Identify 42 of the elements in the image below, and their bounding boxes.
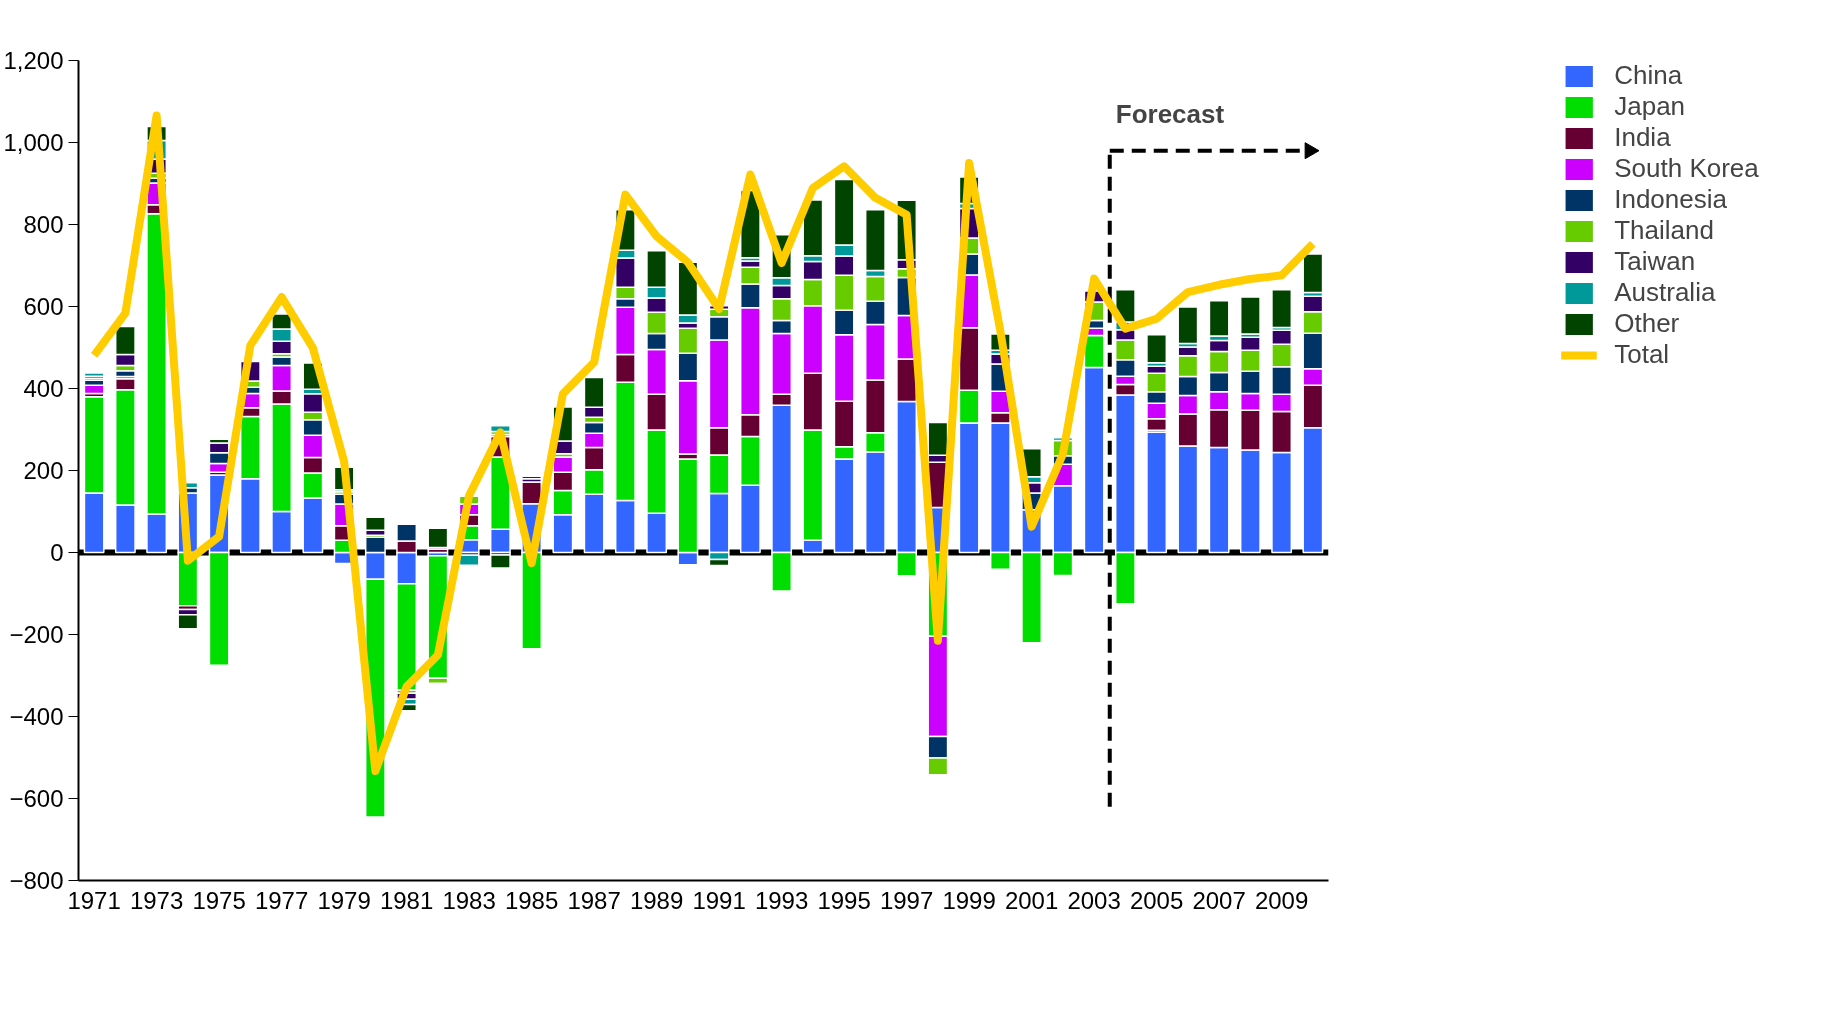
y-tick-label: 0	[50, 539, 64, 566]
x-tick-label: 1991	[692, 886, 746, 914]
x-tick-label: 2001	[1004, 886, 1059, 914]
y-tick-label: 600	[23, 293, 64, 320]
x-tick-label: 1975	[192, 886, 246, 914]
legend-label: Taiwan	[1614, 246, 1696, 277]
legend-label: China	[1614, 60, 1683, 91]
y-tick-label: 1,000	[3, 129, 64, 156]
legend-label: Indonesia	[1614, 184, 1727, 215]
x-tick-label: 1997	[879, 886, 934, 914]
x-tick-label: 1977	[254, 886, 309, 914]
x-tick-label: 1993	[754, 886, 809, 914]
y-tick-label: −200	[9, 621, 64, 648]
x-tick-label: 2005	[1129, 886, 1184, 914]
y-tick-label: −400	[9, 703, 64, 730]
x-tick-label: 1985	[504, 886, 559, 914]
x-tick-label: 1989	[629, 886, 684, 914]
x-tick-label: 2007	[1192, 886, 1246, 914]
legend-label: India	[1614, 122, 1671, 153]
legend-label: Thailand	[1614, 215, 1714, 246]
x-tick-label: 1971	[67, 886, 121, 914]
x-tick-label: 1981	[379, 886, 434, 914]
legend-label: Total	[1614, 339, 1670, 370]
y-tick-label: −600	[9, 785, 64, 812]
y-tick-label: −800	[9, 867, 64, 894]
legend-label: Japan	[1614, 91, 1686, 122]
x-tick-label: 1995	[817, 886, 871, 914]
y-tick-label: 800	[23, 211, 64, 238]
legend-label: Australia	[1614, 277, 1716, 308]
x-tick-label: 1987	[567, 886, 621, 914]
x-tick-label: 2009	[1254, 886, 1309, 914]
x-tick-label: 1979	[317, 886, 371, 914]
y-tick-label: 200	[23, 457, 64, 484]
y-tick-label: 400	[23, 375, 64, 402]
x-tick-label: 2003	[1067, 886, 1121, 914]
x-tick-label: 1983	[442, 886, 496, 914]
ref-line-label: Forecast	[1115, 98, 1225, 129]
legend-label: South Korea	[1614, 153, 1759, 184]
legend-label: Other	[1614, 308, 1680, 339]
y-tick-label: 1,200	[3, 47, 64, 74]
x-tick-label: 1973	[129, 886, 184, 914]
x-tick-label: 1999	[942, 886, 996, 914]
